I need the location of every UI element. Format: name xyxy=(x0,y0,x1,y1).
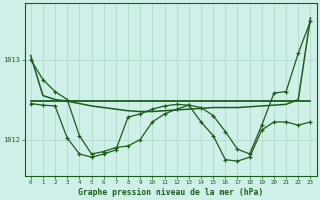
X-axis label: Graphe pression niveau de la mer (hPa): Graphe pression niveau de la mer (hPa) xyxy=(78,188,263,197)
